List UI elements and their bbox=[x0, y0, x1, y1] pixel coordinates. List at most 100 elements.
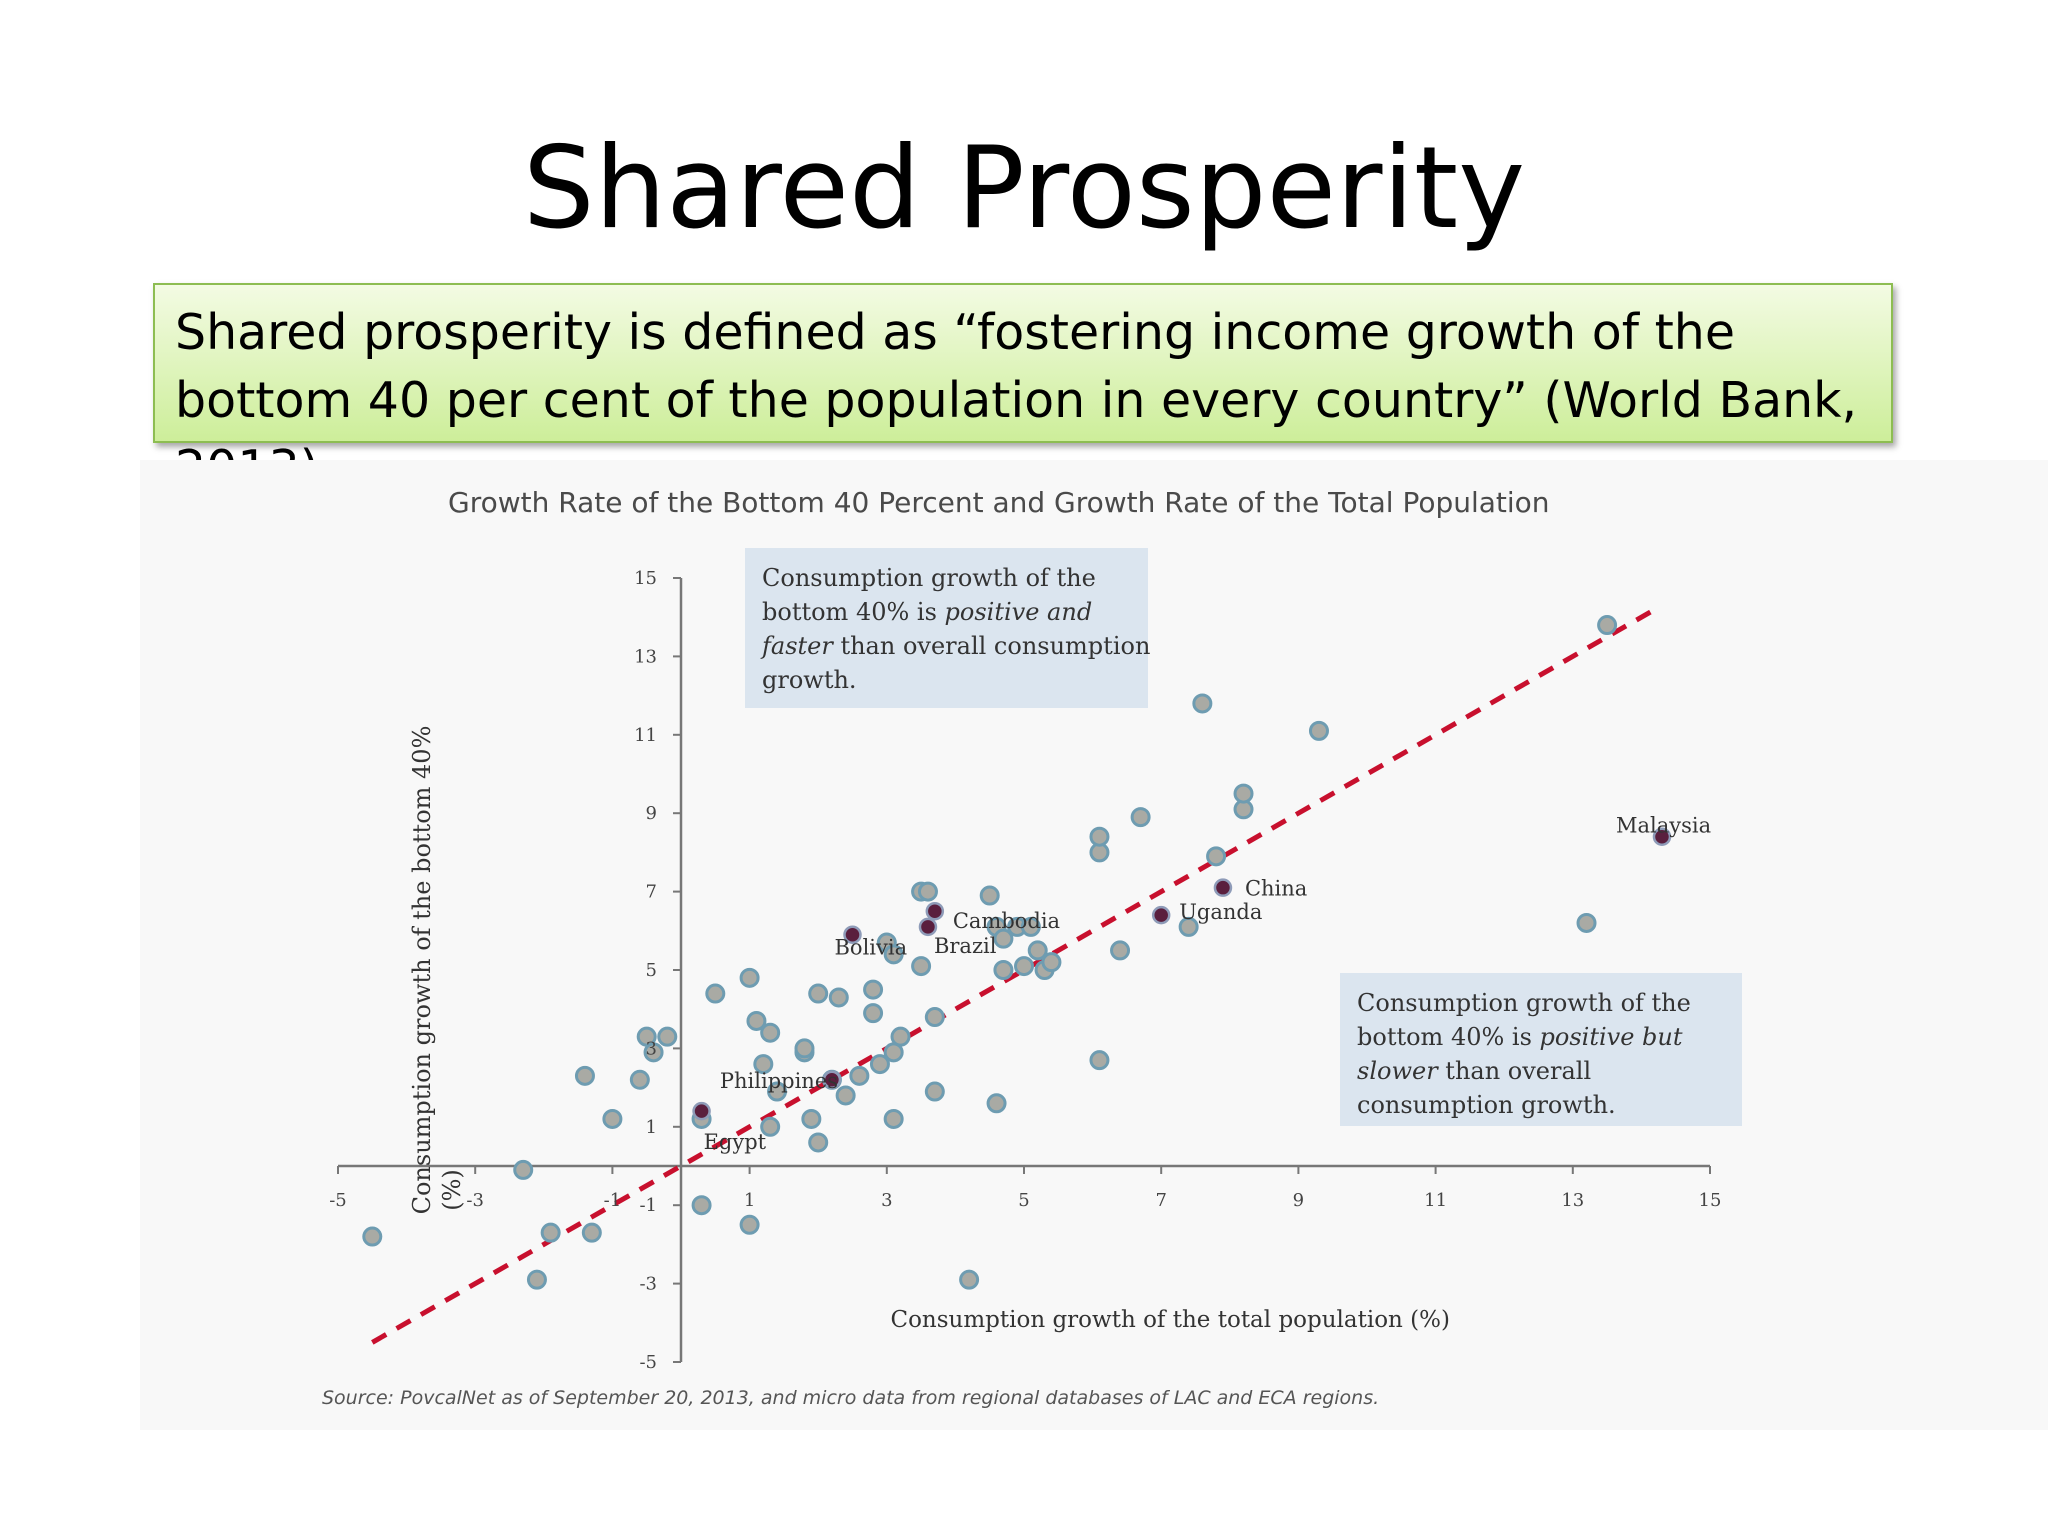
annotation-line: faster than overall consumption bbox=[760, 632, 1150, 660]
data-point bbox=[808, 983, 829, 1004]
data-point bbox=[883, 944, 904, 965]
x-tick-label: -3 bbox=[466, 1190, 484, 1211]
x-tick-label: 3 bbox=[881, 1190, 892, 1211]
x-tick-label: 13 bbox=[1561, 1190, 1584, 1211]
data-point bbox=[691, 1195, 712, 1216]
data-point bbox=[629, 1069, 650, 1090]
data-point-china bbox=[1213, 878, 1233, 897]
country-label: Egypt bbox=[704, 1130, 767, 1154]
data-point bbox=[917, 881, 938, 902]
data-point-philippines bbox=[822, 1070, 842, 1090]
y-tick-label: -3 bbox=[639, 1274, 657, 1295]
data-point bbox=[540, 1222, 561, 1243]
definition-box: Shared prosperity is defined as “fosteri… bbox=[153, 283, 1893, 497]
country-label: Cambodia bbox=[953, 909, 1060, 933]
data-point-brazil bbox=[918, 917, 938, 937]
data-point bbox=[1308, 720, 1329, 741]
data-point bbox=[808, 1132, 829, 1153]
data-point bbox=[911, 956, 932, 977]
data-point bbox=[986, 1093, 1007, 1114]
y-tick-label: 1 bbox=[646, 1117, 657, 1138]
data-point-uganda bbox=[1151, 905, 1171, 925]
data-point bbox=[869, 1054, 890, 1075]
y-tick-label: 5 bbox=[646, 960, 657, 981]
data-point bbox=[1206, 846, 1227, 867]
data-point bbox=[1233, 783, 1254, 804]
data-point-bolivia bbox=[843, 925, 862, 944]
y-tick-label: -5 bbox=[639, 1352, 657, 1373]
x-tick-label: 15 bbox=[1699, 1190, 1722, 1211]
annotation-box bbox=[745, 548, 1148, 708]
data-point bbox=[1014, 956, 1034, 977]
data-point-egypt bbox=[692, 1101, 711, 1121]
x-axis-label: Consumption growth of the total populati… bbox=[890, 1307, 1450, 1333]
reference-line-45deg bbox=[371, 607, 1657, 1345]
annotation-line: growth. bbox=[762, 666, 857, 694]
data-point bbox=[1130, 807, 1151, 828]
x-tick-label: 9 bbox=[1293, 1190, 1304, 1211]
data-point bbox=[739, 1214, 760, 1235]
data-point bbox=[1597, 615, 1618, 636]
data-point bbox=[1178, 916, 1199, 937]
y-tick-label: 7 bbox=[646, 882, 657, 903]
data-point bbox=[1110, 940, 1131, 961]
data-point bbox=[581, 1222, 602, 1243]
data-point-malaysia bbox=[1652, 827, 1672, 846]
data-point bbox=[993, 928, 1014, 949]
data-point bbox=[1089, 826, 1110, 847]
y-tick-label: -1 bbox=[639, 1195, 657, 1216]
country-label: Brazil bbox=[934, 934, 997, 958]
data-point bbox=[739, 967, 760, 988]
x-tick-label: 7 bbox=[1155, 1190, 1166, 1211]
data-point bbox=[753, 1054, 774, 1075]
data-point bbox=[1041, 952, 1062, 973]
annotation-box bbox=[1340, 973, 1742, 1126]
data-point bbox=[993, 960, 1014, 980]
data-point bbox=[890, 1026, 911, 1047]
data-point bbox=[883, 1108, 904, 1129]
data-point bbox=[979, 885, 1000, 906]
data-point bbox=[362, 1226, 383, 1247]
annotation-line: Consumption growth of the bbox=[1357, 989, 1691, 1017]
data-point bbox=[1027, 940, 1048, 961]
annotation-line: bottom 40% is positive but bbox=[1357, 1023, 1683, 1051]
y-tick-label: 11 bbox=[634, 725, 657, 746]
data-point bbox=[602, 1108, 623, 1129]
x-tick-label: -1 bbox=[604, 1190, 622, 1211]
data-point bbox=[1020, 916, 1041, 937]
data-point bbox=[760, 1116, 781, 1137]
data-point bbox=[801, 1108, 822, 1129]
y-tick-label: 3 bbox=[646, 1038, 657, 1059]
data-point bbox=[643, 1042, 664, 1063]
data-point bbox=[924, 1007, 945, 1028]
y-tick-label: 15 bbox=[634, 568, 657, 589]
data-point bbox=[863, 1003, 884, 1024]
data-point bbox=[767, 1081, 788, 1102]
y-tick-label: 9 bbox=[646, 803, 657, 824]
data-point bbox=[746, 1010, 767, 1031]
data-point bbox=[863, 979, 884, 1000]
country-label: Philippines bbox=[720, 1069, 838, 1093]
annotation-line: Consumption growth of the bbox=[762, 564, 1096, 592]
data-point bbox=[526, 1269, 547, 1290]
data-point bbox=[1576, 912, 1597, 933]
data-point bbox=[1192, 693, 1213, 714]
y-tick-label: 13 bbox=[634, 646, 657, 667]
x-tick-label: 11 bbox=[1424, 1190, 1447, 1211]
country-label: Bolivia bbox=[835, 936, 908, 960]
data-point bbox=[959, 1269, 980, 1290]
x-tick-label: 1 bbox=[744, 1190, 755, 1211]
x-tick-label: 5 bbox=[1018, 1190, 1029, 1211]
country-label: China bbox=[1245, 877, 1307, 901]
data-point bbox=[835, 1085, 856, 1106]
data-point bbox=[849, 1065, 870, 1086]
definition-text: Shared prosperity is defined as “fosteri… bbox=[175, 304, 1858, 497]
annotation-line: consumption growth. bbox=[1357, 1091, 1616, 1119]
data-point bbox=[705, 983, 726, 1004]
data-point bbox=[1089, 1050, 1110, 1071]
country-label: Malaysia bbox=[1616, 814, 1711, 838]
x-tick-label: -5 bbox=[329, 1190, 347, 1211]
annotation-line: slower than overall bbox=[1357, 1057, 1591, 1085]
data-point bbox=[513, 1159, 534, 1180]
